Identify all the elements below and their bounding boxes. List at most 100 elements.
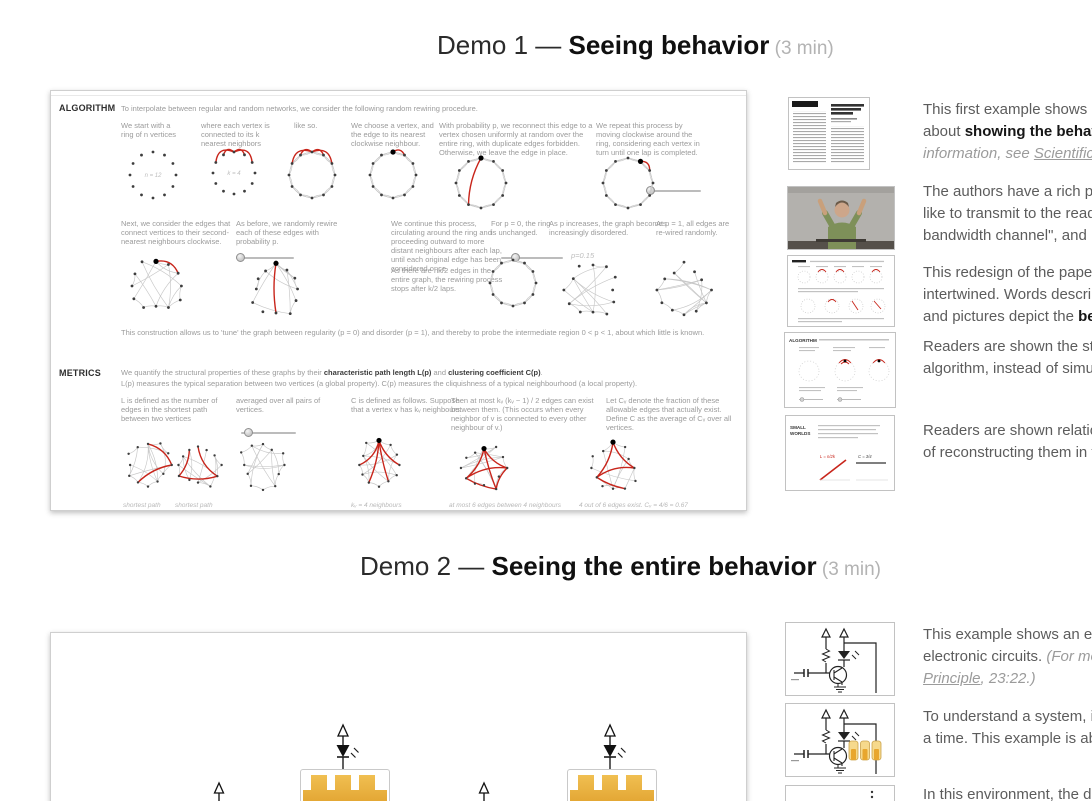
lecture-photo-art xyxy=(788,187,894,249)
slider-knob xyxy=(236,253,245,262)
text-segment: showing the behavi xyxy=(964,122,1092,140)
link[interactable]: Scientific xyxy=(1033,144,1092,162)
text-segment: This redesign of the paper xyxy=(923,264,1092,281)
demo2-heading-prefix: Demo 2 — xyxy=(360,551,492,581)
rewire-slider xyxy=(236,253,294,262)
step-caption: where each vertex is connected to its k … xyxy=(201,121,270,148)
text-segment: intertwined. Words describ xyxy=(923,285,1092,303)
text-segment: The authors have a rich pi xyxy=(923,183,1092,200)
nature-paper-art xyxy=(792,101,864,163)
step-caption: We continue this process, circulating ar… xyxy=(391,219,502,273)
demo1-note-2: The authors have a rich pi like to transm… xyxy=(923,181,1092,246)
demo1-note-3: This redesign of the paper intertwined. W… xyxy=(923,262,1092,327)
thumb-small-worlds: SMALL WORLDS L = n/2k C = 3/4 xyxy=(785,415,895,491)
thumb-lecture-photo xyxy=(787,186,895,250)
step-caption: As before, we randomly rewire each of th… xyxy=(236,219,338,246)
note-line: like to transmit to the read xyxy=(923,203,1092,225)
signal-waveform xyxy=(303,775,387,801)
text-segment: bandwidth channel", and r xyxy=(923,226,1092,244)
thumb-C-label: C = 3/4 xyxy=(858,454,872,459)
demo2-note-2: To understand a system, it a time. This e… xyxy=(923,706,1092,750)
slider-knob xyxy=(646,186,655,195)
text-segment: Readers are shown the sta xyxy=(923,338,1092,355)
note-line: This example shows an en xyxy=(923,624,1092,646)
signal-block xyxy=(300,769,390,801)
slider-knob xyxy=(244,428,254,437)
metric-caption: averaged over all pairs of vertices. xyxy=(236,396,321,414)
thumb-circuit xyxy=(785,622,895,696)
metric-caption: L is defined as the number of edges in t… xyxy=(121,396,218,423)
thumb-small-worlds-label-1: SMALL xyxy=(790,425,806,430)
demo2-note-3: In this environment, the de xyxy=(923,784,1092,801)
text-segment: This example shows an en xyxy=(923,626,1092,643)
step-caption: At p = 1, all edges are re-wired randoml… xyxy=(656,219,730,237)
text-segment: (For mo xyxy=(1046,647,1092,665)
signal-waveform xyxy=(570,775,654,801)
slider-knob xyxy=(510,253,520,262)
svg-text:n = 12: n = 12 xyxy=(145,173,163,179)
thumb-algorithm-label: ALGORITHM xyxy=(789,338,817,343)
average-slider xyxy=(241,428,296,437)
text-segment: like to transmit to the read xyxy=(923,204,1092,222)
thumb-algorithm-closeup: ALGORITHM xyxy=(784,332,896,408)
circuit-art xyxy=(790,628,877,694)
text-segment: . xyxy=(540,368,543,377)
note-line: bandwidth channel", and r xyxy=(923,225,1092,247)
circuit-signals-art xyxy=(790,709,882,775)
algorithm-closeup-art: ALGORITHM xyxy=(789,338,890,402)
step-caption: like so. xyxy=(294,121,318,130)
demo1-note-4: Readers are shown the sta algorithm, inst… xyxy=(923,336,1092,380)
text-segment: a time. This example is ab xyxy=(923,729,1092,747)
note-line: intertwined. Words describ xyxy=(923,284,1092,306)
text-segment: This first example shows a xyxy=(923,101,1092,118)
text-segment: about xyxy=(923,122,965,140)
diagram-sublabel: 4 out of 6 edges exist. Cᵥ = 4/6 = 0.67 xyxy=(579,502,688,509)
lap-slider xyxy=(646,186,701,195)
diagram-sublabel: at most 6 edges between 4 neighbours xyxy=(449,502,562,509)
note-line: electronic circuits. (For mo xyxy=(923,646,1092,668)
text-segment: clustering coefficient C(p) xyxy=(448,368,541,377)
algorithm-section-label: ALGORITHM xyxy=(59,103,116,113)
note-line: of reconstructing them in t xyxy=(923,442,1092,464)
note-line: and pictures depict the be xyxy=(923,306,1092,328)
text-segment: and xyxy=(431,368,449,377)
text-segment: information, see xyxy=(923,144,1034,162)
thumb-circuit-signals xyxy=(785,703,895,777)
text-segment: characteristic path length L(p) xyxy=(323,368,432,377)
text-segment: of reconstructing them in t xyxy=(923,443,1092,461)
demo1-heading-duration: (3 min) xyxy=(769,38,834,59)
thumb-environment xyxy=(785,785,895,801)
step-caption: We repeat this process by moving clockwi… xyxy=(596,121,700,157)
step-caption: Next, we consider the edges that connect… xyxy=(121,219,231,246)
demo1-note-1: This first example shows a about showing … xyxy=(923,99,1092,164)
demo1-heading: Demo 1 — Seeing behavior (3 min) xyxy=(437,30,834,61)
metric-caption: C is defined as follows. Suppose that a … xyxy=(351,396,462,414)
thumb-L-label: L = n/2k xyxy=(820,454,836,459)
tune-paragraph: This construction allows us to 'tune' th… xyxy=(121,328,705,337)
link[interactable]: Principle xyxy=(923,669,981,687)
step-caption: For p = 0, the ring is unchanged. xyxy=(491,219,551,237)
demo1-note-5: Readers are shown relatio of reconstructi… xyxy=(923,420,1092,464)
text-segment: and pictures depict the xyxy=(923,307,1079,325)
note-line: This first example shows a xyxy=(923,99,1092,121)
text-segment: In this environment, the de xyxy=(923,786,1092,801)
small-worlds-art: SMALL WORLDS L = n/2k C = 3/4 xyxy=(790,425,888,481)
note-line: In this environment, the de xyxy=(923,784,1092,801)
diagram-sublabel: shortest path xyxy=(175,502,213,509)
demo2-heading-duration: (3 min) xyxy=(816,559,881,580)
p-slider xyxy=(501,253,563,262)
metrics-intro-1: We quantify the structural properties of… xyxy=(121,368,741,377)
demo1-heading-bold: Seeing behavior xyxy=(568,30,770,60)
redesign-overview-art xyxy=(792,260,886,323)
note-line: Readers are shown the sta xyxy=(923,336,1092,358)
metrics-section-label: METRICS xyxy=(59,368,101,378)
thumb-nature-paper xyxy=(788,97,870,170)
note-line: about showing the behavi xyxy=(923,121,1092,143)
step-caption: As p increases, the graph becomes increa… xyxy=(549,219,667,237)
demo2-video-figure[interactable] xyxy=(50,632,747,801)
step-caption: With probability p, we reconnect this ed… xyxy=(439,121,593,157)
demo1-video-figure[interactable]: ALGORITHM To interpolate between regular… xyxy=(50,90,747,511)
note-line: information, see Scientific xyxy=(923,143,1092,165)
signal-block xyxy=(567,769,657,801)
